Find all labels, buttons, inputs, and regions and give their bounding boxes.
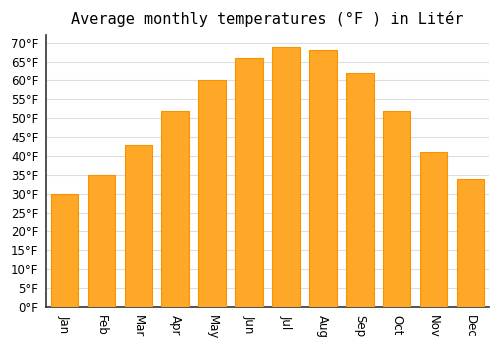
Bar <box>420 152 448 307</box>
Bar <box>235 58 263 307</box>
Bar <box>346 73 374 307</box>
Bar <box>50 194 78 307</box>
Bar <box>456 178 484 307</box>
Bar <box>198 80 226 307</box>
Bar <box>88 175 116 307</box>
Bar <box>162 111 189 307</box>
Bar <box>272 47 300 307</box>
Title: Average monthly temperatures (°F ) in Litér: Average monthly temperatures (°F ) in Li… <box>72 11 464 27</box>
Bar <box>383 111 410 307</box>
Bar <box>309 50 336 307</box>
Bar <box>124 145 152 307</box>
